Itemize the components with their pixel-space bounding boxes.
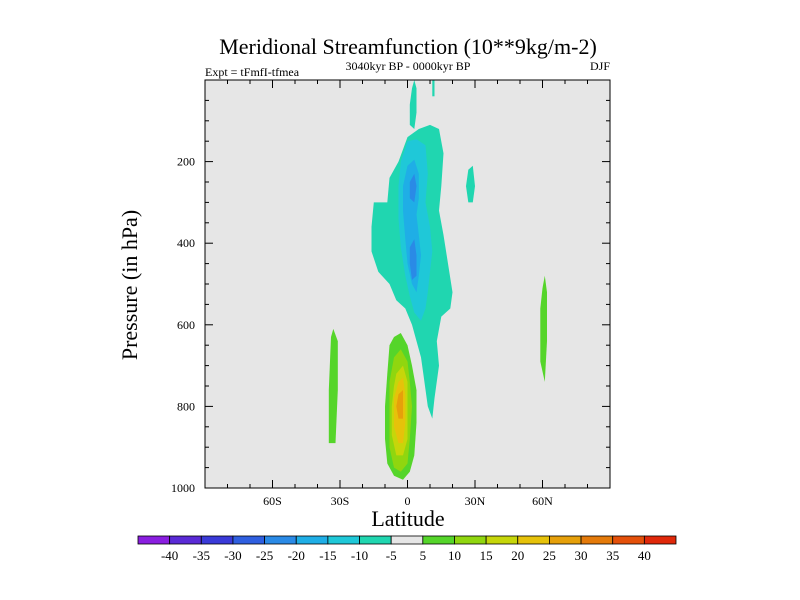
colorbar-swatch-9 — [422, 535, 455, 545]
colorbar-label-2: -30 — [224, 548, 241, 563]
colorbar: -40 -35 -30 -25 -20 -15 -10 -5 5 10 15 20 25 30 35 40 — [137, 535, 677, 563]
colorbar-label-12: 25 — [543, 548, 556, 563]
contour-region-6 — [409, 173, 417, 203]
x-tick-label-0: 0 — [405, 494, 411, 508]
colorbar-label-9: 10 — [448, 548, 461, 563]
contour-region-8 — [328, 328, 338, 444]
colorbar-swatch-11 — [485, 535, 519, 545]
colorbar-label-4: -20 — [288, 548, 305, 563]
colorbar-swatch-15 — [612, 535, 645, 545]
axis-ticks: 60S 30S 0 30N 60N 200 400 600 800 1000 — [171, 80, 610, 508]
colorbar-swatch-4 — [264, 535, 297, 545]
x-tick-label-30n: 30N — [465, 494, 486, 508]
colorbar-label-13: 30 — [575, 548, 588, 563]
contour-layer — [328, 80, 547, 480]
contour-region-14 — [396, 390, 403, 419]
y-tick-label-1000: 1000 — [171, 481, 195, 495]
colorbar-label-11: 20 — [511, 548, 524, 563]
y-axis-title: Pressure (in hPa) — [117, 210, 142, 360]
colorbar-swatch-3 — [232, 535, 265, 545]
colorbar-swatch-2 — [200, 535, 234, 545]
colorbar-swatch-12 — [517, 535, 550, 545]
colorbar-swatch-7 — [359, 535, 392, 545]
colorbar-swatch-5 — [295, 535, 329, 545]
y-tick-label-200: 200 — [177, 155, 195, 169]
colorbar-label-15: 40 — [638, 548, 651, 563]
x-tick-label-60n: 60N — [532, 494, 553, 508]
chart-title: Meridional Streamfunction (10**9kg/m-2) — [219, 34, 597, 59]
y-tick-label-800: 800 — [177, 399, 195, 413]
colorbar-swatch-8 — [390, 535, 424, 545]
x-tick-label-30s: 30S — [331, 494, 350, 508]
colorbar-label-10: 15 — [480, 548, 493, 563]
colorbar-swatch-0 — [137, 535, 171, 545]
x-axis-title: Latitude — [371, 506, 444, 531]
contour-region-1 — [409, 80, 417, 129]
colorbar-swatch-14 — [580, 535, 614, 545]
x-tick-label-60s: 60S — [263, 494, 282, 508]
colorbar-label-6: -10 — [351, 548, 368, 563]
colorbar-label-3: -25 — [256, 548, 273, 563]
colorbar-swatch-13 — [549, 535, 582, 545]
colorbar-label-7: -5 — [386, 548, 397, 563]
colorbar-swatch-16 — [643, 535, 677, 545]
experiment-label: Expt = tFmfI-tfmea — [205, 65, 300, 79]
colorbar-swatch-6 — [327, 535, 360, 545]
period-label: 3040kyr BP - 0000kyr BP — [346, 59, 471, 73]
contour-region-3 — [466, 165, 475, 203]
colorbar-label-5: -15 — [319, 548, 336, 563]
colorbar-label-8: 5 — [420, 548, 427, 563]
y-tick-label-600: 600 — [177, 318, 195, 332]
y-tick-label-400: 400 — [177, 236, 195, 250]
contour-region-9 — [540, 275, 547, 382]
contour-region-7 — [409, 239, 417, 280]
colorbar-swatch-10 — [454, 535, 487, 545]
colorbar-label-1: -35 — [193, 548, 210, 563]
colorbar-label-14: 35 — [606, 548, 619, 563]
colorbar-label-0: -40 — [161, 548, 178, 563]
contour-region-2 — [432, 80, 435, 97]
colorbar-swatch-1 — [169, 535, 202, 545]
season-label: DJF — [590, 59, 610, 73]
